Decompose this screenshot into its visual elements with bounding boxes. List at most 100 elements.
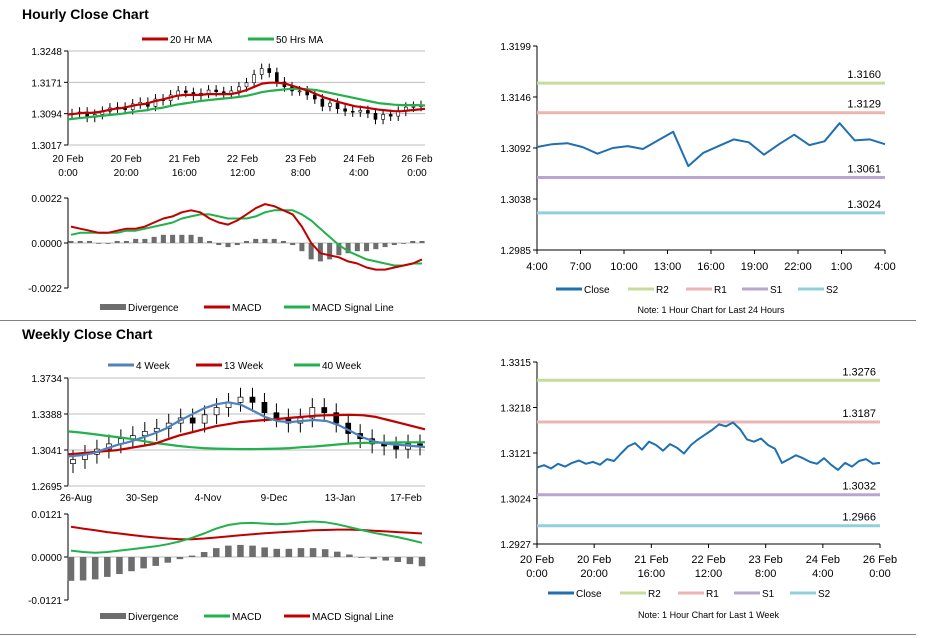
hourly-macd-divergence-bar bbox=[382, 243, 388, 248]
weekly-price-x-tick-label: 17-Feb bbox=[390, 493, 422, 504]
weekly-macd-divergence-bar bbox=[358, 557, 365, 558]
weekly-macd-divergence-bar bbox=[152, 557, 159, 566]
hourly-pivot-legend-label: R1 bbox=[714, 285, 727, 296]
weekly-candle-body bbox=[189, 417, 196, 424]
weekly-pivot-x-tick-time: 0:00 bbox=[526, 568, 547, 580]
weekly-candle-body bbox=[333, 412, 340, 424]
hourly-pivot-y-tick-label: 1.2985 bbox=[500, 246, 531, 257]
weekly-candle-body bbox=[237, 396, 244, 403]
weekly-pivot-x-tick-date: 20 Feb bbox=[520, 554, 554, 566]
weekly-pivot-chart: 1.3315 1.3218 1.3121 1.3024 1.2927 1.3276 1.31… bbox=[500, 358, 897, 620]
hourly-macd-divergence-bar bbox=[160, 234, 166, 243]
hourly-macd-divergence-bar bbox=[401, 243, 407, 244]
hourly-macd-divergence-bar bbox=[123, 240, 129, 243]
hourly-candle-body bbox=[312, 94, 317, 100]
hourly-ma50-line bbox=[67, 87, 426, 121]
hourly-macd-legend-label: Divergence bbox=[128, 303, 179, 314]
weekly-pivot-y-tick-label: 1.3121 bbox=[500, 449, 531, 460]
weekly-price-legend-label: 4 Week bbox=[136, 361, 171, 372]
weekly-price-x-tick-label: 13-Jan bbox=[325, 493, 356, 504]
weekly-pivot-r1-label: 1.3187 bbox=[842, 408, 876, 420]
hourly-candle-body bbox=[350, 110, 355, 113]
weekly-pivot-close-line bbox=[536, 421, 881, 471]
weekly-pivot-legend-label: Close bbox=[576, 589, 602, 600]
hourly-price-x-tick-date: 20 Feb bbox=[111, 154, 143, 165]
weekly-macd-divergence-bar bbox=[225, 545, 232, 557]
weekly-pivot-x-tick-time: 16:00 bbox=[638, 568, 666, 580]
weekly-ma4-line bbox=[67, 401, 426, 458]
hourly-macd-divergence-bar bbox=[391, 243, 397, 246]
weekly-macd-divergence-bar bbox=[418, 557, 426, 567]
weekly-price-y-tick-label: 1.3041 bbox=[31, 446, 62, 457]
weekly-macd-divergence-bar bbox=[176, 557, 184, 560]
weekly-pivot-x-tick-time: 8:00 bbox=[755, 568, 776, 580]
weekly-price-x-tick-label: 30-Sep bbox=[126, 493, 159, 504]
hourly-macd-divergence-bar bbox=[262, 238, 268, 243]
weekly-macd-chart: 0.0121 0.0000 -0.0121 Divergence MACD MACD Si… bbox=[28, 510, 426, 623]
weekly-pivot-r2-label: 1.3276 bbox=[842, 366, 876, 378]
hourly-pivot-legend-label: R2 bbox=[656, 285, 669, 296]
hourly-price-x-tick-date: 20 Feb bbox=[52, 154, 84, 165]
hourly-macd-divergence-bar bbox=[299, 243, 305, 252]
hourly-macd-y-tick-label: 0.0000 bbox=[31, 239, 62, 250]
hourly-macd-divergence-bar bbox=[68, 240, 74, 243]
weekly-pivot-legend-label: R1 bbox=[706, 589, 719, 600]
weekly-macd-signal-line bbox=[70, 525, 423, 541]
hourly-pivot-y-tick-label: 1.3038 bbox=[500, 195, 531, 206]
weekly-pivot-x-tick-date: 23 Feb bbox=[749, 554, 783, 566]
hourly-candle-body bbox=[206, 89, 211, 94]
hourly-candle-body bbox=[320, 98, 325, 107]
weekly-macd-divergence-bar bbox=[406, 557, 414, 565]
hourly-macd-divergence-bar bbox=[151, 236, 157, 243]
weekly-pivot-x-tick-date: 22 Feb bbox=[691, 554, 725, 566]
hourly-price-legend-label: 50 Hrs MA bbox=[276, 35, 324, 46]
hourly-pivot-legend-label: Close bbox=[584, 285, 610, 296]
hourly-macd-legend-label: MACD bbox=[232, 303, 261, 314]
hourly-pivot-x-tick-label: 4:00 bbox=[874, 261, 895, 273]
hourly-candle-body bbox=[328, 102, 332, 107]
hourly-pivot-y-tick-label: 1.3146 bbox=[500, 93, 531, 104]
hourly-macd-divergence-bar bbox=[133, 238, 139, 243]
weekly-section-title: Weekly Close Chart bbox=[22, 326, 153, 342]
weekly-price-x-tick-label: 9-Dec bbox=[261, 493, 288, 504]
hourly-pivot-x-tick-label: 10:00 bbox=[610, 261, 638, 273]
hourly-price-x-tick-time: 4:00 bbox=[349, 168, 369, 179]
weekly-macd-legend-swatch bbox=[100, 613, 126, 619]
weekly-candle-body bbox=[70, 459, 76, 465]
weekly-candle-body bbox=[201, 414, 208, 424]
hourly-pivot-r2-label: 1.3160 bbox=[847, 69, 881, 81]
weekly-candle-body bbox=[321, 407, 328, 414]
hourly-macd-divergence-bar bbox=[327, 243, 333, 260]
hourly-macd-macd-line bbox=[70, 203, 423, 271]
weekly-macd-divergence-bar bbox=[261, 547, 268, 557]
hourly-price-y-tick-label: 1.3094 bbox=[31, 110, 62, 121]
hourly-candle-body bbox=[244, 82, 249, 88]
hourly-macd-divergence-bar bbox=[419, 240, 425, 243]
hourly-pivot-y-tick-label: 1.3092 bbox=[500, 144, 531, 155]
weekly-macd-legend-label: MACD Signal Line bbox=[312, 612, 394, 623]
hourly-candle-body bbox=[153, 98, 158, 107]
hourly-pivot-r1-label: 1.3129 bbox=[847, 99, 881, 111]
weekly-candle-body bbox=[261, 401, 268, 414]
hourly-macd-y-tick-label: 0.0022 bbox=[31, 194, 62, 205]
weekly-pivot-x-tick-time: 12:00 bbox=[695, 568, 723, 580]
weekly-price-y-tick-label: 1.3388 bbox=[31, 410, 62, 421]
weekly-price-legend-label: 40 Week bbox=[322, 361, 362, 372]
hourly-ma20-line bbox=[67, 81, 426, 116]
weekly-pivot-x-tick-date: 21 Feb bbox=[634, 554, 668, 566]
weekly-pivot-x-tick-time: 20:00 bbox=[580, 568, 608, 580]
hourly-macd-divergence-bar bbox=[225, 243, 231, 248]
hourly-price-y-tick-label: 1.3017 bbox=[31, 141, 62, 152]
hourly-macd-divergence-bar bbox=[96, 243, 102, 244]
hourly-macd-divergence-bar bbox=[142, 238, 148, 243]
hourly-price-x-tick-date: 23 Feb bbox=[285, 154, 317, 165]
weekly-price-y-tick-label: 1.2695 bbox=[31, 482, 62, 493]
hourly-price-chart: 1.3248 1.3171 1.3094 1.3017 20 Feb 0:00 20 Feb… bbox=[31, 35, 433, 179]
hourly-pivot-x-tick-label: 19:00 bbox=[741, 261, 769, 273]
hourly-macd-divergence-bar bbox=[207, 240, 213, 243]
hourly-pivot-legend-label: S2 bbox=[826, 285, 839, 296]
hourly-pivot-s2-label: 1.3024 bbox=[847, 199, 881, 211]
hourly-candle-body bbox=[381, 114, 385, 120]
